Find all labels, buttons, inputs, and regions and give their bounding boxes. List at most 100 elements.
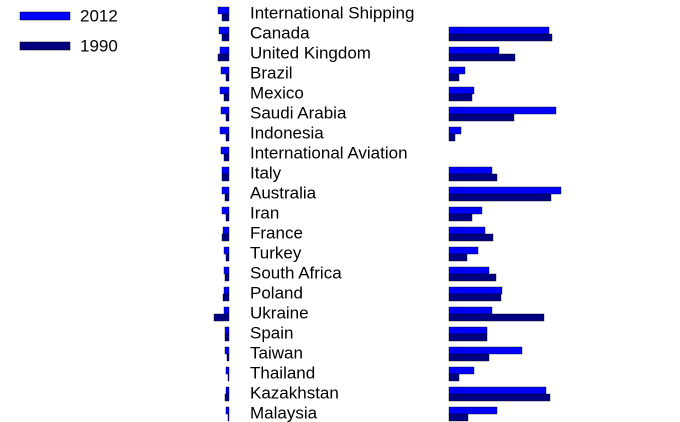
category-label: Turkey — [250, 243, 302, 262]
bar — [448, 133, 456, 142]
bar — [448, 186, 562, 195]
bar — [448, 346, 523, 355]
bar — [221, 206, 230, 215]
legend-label: 2012 — [80, 6, 118, 25]
bar — [220, 106, 230, 115]
category-label: Italy — [250, 163, 282, 182]
bar — [448, 306, 493, 315]
category-label: Poland — [250, 283, 303, 302]
bar — [224, 333, 230, 342]
bar — [448, 193, 552, 202]
bar — [448, 166, 493, 175]
bar — [448, 326, 488, 335]
bar — [227, 373, 230, 382]
category-label: Mexico — [250, 83, 304, 102]
bar — [448, 66, 466, 75]
bar — [218, 26, 230, 35]
bar — [217, 53, 230, 62]
bar — [223, 246, 230, 255]
bar — [225, 386, 230, 395]
bar — [224, 346, 230, 355]
category-label: Indonesia — [250, 123, 324, 142]
category-label: Spain — [250, 323, 293, 342]
category-label: International Shipping — [250, 3, 414, 22]
bar — [223, 266, 230, 275]
bar — [448, 213, 473, 222]
bar — [221, 13, 230, 22]
bar — [448, 413, 469, 422]
bar — [221, 173, 230, 182]
bar — [448, 53, 516, 62]
legend-swatch — [19, 41, 71, 51]
bar — [448, 73, 460, 82]
bar — [448, 353, 490, 362]
bar — [225, 113, 230, 122]
bar — [225, 133, 230, 142]
category-label: Kazakhstan — [250, 383, 339, 402]
bar — [448, 113, 515, 122]
bar — [225, 366, 230, 375]
bar — [448, 86, 475, 95]
bar — [213, 313, 230, 322]
bar — [224, 326, 230, 335]
bar — [448, 93, 473, 102]
legend-label: 1990 — [80, 36, 118, 55]
category-label: Malaysia — [250, 403, 318, 422]
bar — [448, 293, 502, 302]
category-label: United Kingdom — [250, 43, 371, 62]
category-label: Saudi Arabia — [250, 103, 347, 122]
category-label: Brazil — [250, 63, 293, 82]
category-label: Australia — [250, 183, 317, 202]
bar — [220, 66, 230, 75]
category-label: Canada — [250, 23, 310, 42]
bar — [225, 253, 230, 262]
bar — [217, 6, 230, 15]
bar — [221, 233, 230, 242]
bar — [221, 166, 230, 175]
bar — [448, 253, 468, 262]
bar — [223, 306, 230, 315]
category-label: Thailand — [250, 363, 315, 382]
bar — [448, 366, 475, 375]
bar — [448, 406, 498, 415]
bar — [448, 226, 486, 235]
bar — [224, 393, 230, 402]
bar — [224, 273, 230, 282]
category-label: International Aviation — [250, 143, 408, 162]
bar — [448, 266, 490, 275]
legend-swatch — [19, 11, 71, 21]
category-label: Iran — [250, 203, 279, 222]
bar — [221, 186, 230, 195]
bar — [448, 373, 460, 382]
bar — [219, 46, 230, 55]
bar — [448, 313, 545, 322]
bar — [448, 233, 494, 242]
bar — [219, 126, 230, 135]
category-label: France — [250, 223, 303, 242]
category-label: South Africa — [250, 263, 342, 282]
category-label: Taiwan — [250, 343, 303, 362]
bar — [448, 386, 547, 395]
bar — [223, 153, 230, 162]
bar — [448, 33, 553, 42]
bar — [448, 393, 551, 402]
bar — [223, 93, 230, 102]
bar — [448, 26, 550, 35]
bar — [448, 273, 497, 282]
bar — [448, 106, 557, 115]
bar — [227, 413, 230, 422]
bar — [225, 73, 230, 82]
bar — [221, 33, 230, 42]
bar — [448, 173, 498, 182]
category-label: Ukraine — [250, 303, 309, 322]
bar — [222, 226, 230, 235]
bar — [448, 46, 500, 55]
bar — [219, 86, 230, 95]
bar — [448, 333, 488, 342]
bar — [448, 286, 503, 295]
bar — [448, 126, 462, 135]
bar — [225, 213, 230, 222]
bar — [220, 146, 230, 155]
bar — [222, 293, 230, 302]
